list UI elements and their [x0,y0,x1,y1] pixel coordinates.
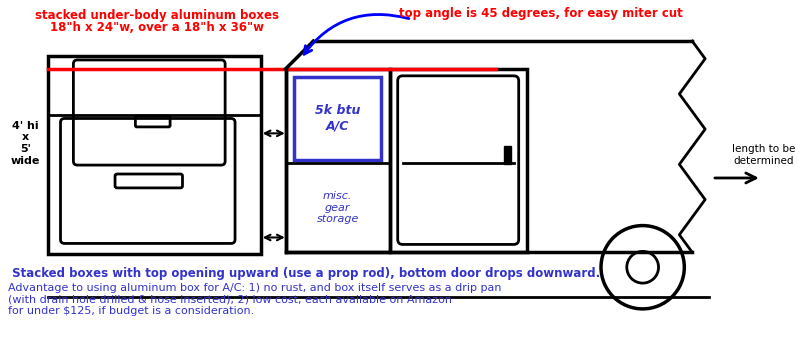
Text: misc.
gear
storage: misc. gear storage [317,191,359,224]
Text: Advantage to using aluminum box for A/C: 1) no rust, and box itself serves as a : Advantage to using aluminum box for A/C:… [8,283,502,316]
Bar [286,69,390,252]
Bar [48,56,261,254]
Text: Stacked boxes with top opening upward (use a prop rod), bottom door drops downwa: Stacked boxes with top opening upward (u… [8,267,600,280]
Bar [504,146,510,164]
Text: stacked under-body aluminum boxes: stacked under-body aluminum boxes [34,9,278,22]
Bar [390,69,526,252]
Text: 18"h x 24"w, over a 18"h x 36"w: 18"h x 24"w, over a 18"h x 36"w [50,21,264,34]
Text: 5k btu
A/C: 5k btu A/C [314,105,360,132]
Text: 4' hi
x
5'
wide: 4' hi x 5' wide [11,121,41,166]
Bar [294,77,381,160]
Text: top angle is 45 degrees, for easy miter cut: top angle is 45 degrees, for easy miter … [398,7,682,20]
Text: length to be
determined: length to be determined [732,144,795,166]
